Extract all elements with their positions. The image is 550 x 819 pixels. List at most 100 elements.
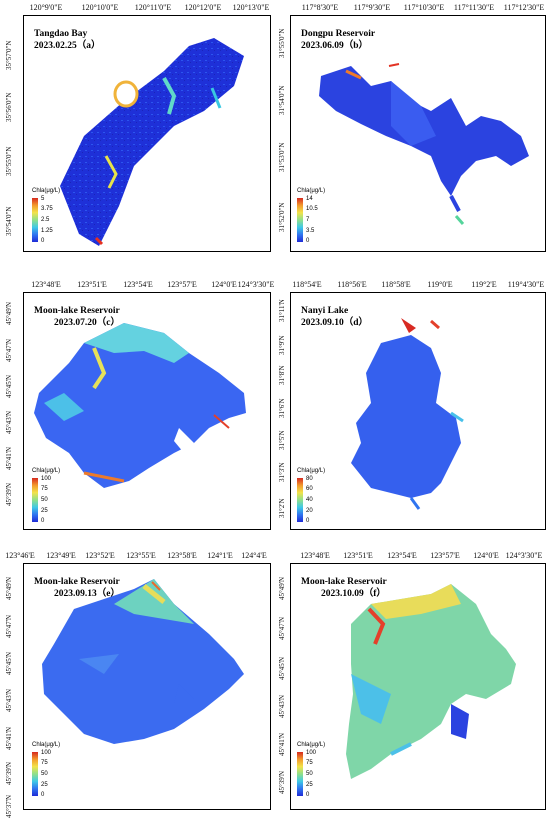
lon-label: 123°46'E xyxy=(5,551,35,560)
colorbar-tick: 0 xyxy=(41,792,45,798)
lon-label: 123°55'E xyxy=(126,551,156,560)
map-frame: Moon-lake Reservoir 2023.07.20（c） Chla(μ… xyxy=(23,292,271,530)
lat-label: 45°47'N xyxy=(278,616,286,640)
colorbar-tick: 7 xyxy=(306,217,310,223)
lon-label: 119°2'E xyxy=(471,280,497,289)
colorbar-tick: 0 xyxy=(41,518,45,524)
colorbar-tick: 3.75 xyxy=(41,206,53,212)
map-frame: Moon-lake Reservoir 2023.09.13（e） Chla(μ… xyxy=(23,563,271,810)
colorbar-legend: Chla(μg/L) 14 10.5 7 3.5 0 xyxy=(297,188,337,248)
lat-label: 45°49'N xyxy=(278,576,286,600)
lat-label: 31°53'0"N xyxy=(278,142,286,172)
lon-label: 117°9'30"E xyxy=(353,3,391,12)
colorbar-tick: 5 xyxy=(41,196,45,202)
chla-map-dongpu xyxy=(319,63,529,225)
colorbar-tick: 75 xyxy=(41,760,48,766)
legend-unit: Chla(μg/L) xyxy=(32,188,61,194)
colorbar xyxy=(32,478,38,522)
colorbar-legend: Chla(μg/L) 80 60 40 20 0 xyxy=(297,468,337,528)
panel-title: Moon-lake Reservoir 2023.10.09（f） xyxy=(301,576,387,600)
lat-label: 45°39'N xyxy=(5,482,13,506)
colorbar-legend: Chla(μg/L) 100 75 50 25 0 xyxy=(297,742,337,802)
lon-label: 119°0'E xyxy=(427,280,453,289)
colorbar-legend: Chla(μg/L) 100 75 50 25 0 xyxy=(32,468,72,528)
panel-title: Dongpu Reservoir 2023.06.09（b） xyxy=(301,28,375,52)
colorbar-tick: 10.5 xyxy=(306,206,318,212)
lon-label: 123°48'E xyxy=(300,551,330,560)
chla-map-nanyi xyxy=(351,318,464,510)
lon-label: 123°54'E xyxy=(123,280,153,289)
colorbar-tick: 0 xyxy=(306,518,310,524)
lon-label: 123°57'E xyxy=(167,280,197,289)
colorbar-tick: 25 xyxy=(41,508,48,514)
location-name: Moon-lake Reservoir xyxy=(34,306,120,316)
lat-label: 31°55'0"N xyxy=(278,28,286,58)
lon-label: 119°4'30"E xyxy=(507,280,545,289)
acquisition-date: 2023.02.25（a） xyxy=(34,41,101,51)
acquisition-date: 2023.09.10（d） xyxy=(301,318,369,328)
lat-label: 31°5'N xyxy=(278,430,286,450)
lat-label: 31°3'N xyxy=(278,462,286,482)
lon-label: 117°8'30"E xyxy=(301,3,339,12)
lon-label: 124°4'E xyxy=(241,551,267,560)
location-name: Nanyi Lake xyxy=(301,306,349,316)
location-name: Moon-lake Reservoir xyxy=(301,577,387,587)
lon-label: 123°54'E xyxy=(387,551,417,560)
colorbar-legend: Chla(μg/L) 100 75 50 25 0 xyxy=(32,742,72,802)
lat-label: 45°39'N xyxy=(278,770,286,794)
acquisition-date: 2023.10.09（f） xyxy=(321,589,386,599)
colorbar-tick: 40 xyxy=(306,497,313,503)
location-name: Tangdao Bay xyxy=(34,29,88,39)
colorbar-tick: 60 xyxy=(306,486,313,492)
panel-title: Tangdao Bay 2023.02.25（a） xyxy=(34,28,101,52)
colorbar-tick: 75 xyxy=(306,760,313,766)
colorbar-tick: 1.25 xyxy=(41,228,53,234)
location-name: Dongpu Reservoir xyxy=(301,29,376,39)
lon-label: 123°49'E xyxy=(46,551,76,560)
colorbar xyxy=(297,478,303,522)
lon-label: 123°58'E xyxy=(167,551,197,560)
colorbar-tick: 100 xyxy=(306,750,317,756)
map-frame: Moon-lake Reservoir 2023.10.09（f） Chla(μ… xyxy=(290,563,546,810)
colorbar-tick: 80 xyxy=(306,476,313,482)
chla-map-moonlake-0913 xyxy=(42,579,244,744)
lon-label: 118°58'E xyxy=(381,280,411,289)
lon-label: 124°3'30"E xyxy=(237,280,275,289)
colorbar-tick: 3.5 xyxy=(306,228,315,234)
colorbar-tick: 20 xyxy=(306,508,313,514)
lat-label: 35°57'0"N xyxy=(5,40,13,70)
lat-label: 45°47'N xyxy=(5,614,13,638)
location-name: Moon-lake Reservoir xyxy=(34,577,120,587)
lat-label: 45°45'N xyxy=(5,651,13,675)
acquisition-date: 2023.06.09（b） xyxy=(301,41,369,51)
colorbar xyxy=(32,752,38,796)
lat-label: 31°9'N xyxy=(278,335,286,355)
lon-label: 120°9'0"E xyxy=(29,3,63,12)
legend-unit: Chla(μg/L) xyxy=(297,742,326,748)
legend-unit: Chla(μg/L) xyxy=(297,188,326,194)
lon-label: 123°48'E xyxy=(31,280,61,289)
lon-label: 124°1'E xyxy=(207,551,233,560)
lon-label: 118°56'E xyxy=(337,280,367,289)
colorbar-tick: 100 xyxy=(41,476,52,482)
panel-title: Moon-lake Reservoir 2023.09.13（e） xyxy=(34,576,120,600)
lon-label: 120°10'0"E xyxy=(81,3,119,12)
lat-label: 45°49'N xyxy=(5,576,13,600)
lon-label: 117°10'30"E xyxy=(403,3,445,12)
chla-map-tangdao xyxy=(60,38,244,246)
colorbar-tick: 0 xyxy=(306,792,310,798)
lat-label: 45°37'N xyxy=(5,794,13,818)
colorbar-tick: 75 xyxy=(41,486,48,492)
lon-label: 117°11'30"E xyxy=(453,3,495,12)
colorbar xyxy=(32,198,38,242)
lat-label: 45°41'N xyxy=(278,732,286,756)
lon-label: 123°51'E xyxy=(77,280,107,289)
colorbar xyxy=(297,198,303,242)
lat-label: 35°55'0"N xyxy=(5,146,13,176)
colorbar-tick: 50 xyxy=(306,771,313,777)
colorbar-tick: 25 xyxy=(306,782,313,788)
lat-label: 45°41'N xyxy=(5,726,13,750)
lat-label: 45°47'N xyxy=(5,338,13,362)
lat-label: 45°45'N xyxy=(5,374,13,398)
colorbar-tick: 0 xyxy=(41,238,45,244)
